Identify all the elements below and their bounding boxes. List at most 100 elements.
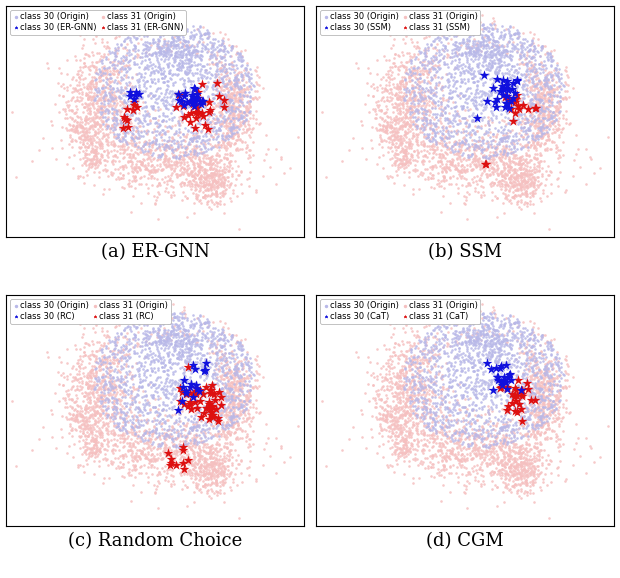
Point bbox=[387, 412, 397, 421]
Point bbox=[477, 31, 487, 40]
Point bbox=[172, 51, 182, 61]
Point bbox=[105, 366, 115, 375]
Point bbox=[150, 488, 160, 498]
Point bbox=[189, 91, 199, 101]
Point bbox=[472, 126, 482, 135]
Point bbox=[204, 399, 214, 408]
Point bbox=[475, 358, 485, 367]
Point bbox=[94, 85, 104, 94]
Point bbox=[86, 155, 96, 165]
Point bbox=[469, 442, 479, 451]
Point bbox=[531, 116, 541, 125]
Point bbox=[179, 313, 188, 322]
Point bbox=[154, 411, 164, 420]
Point bbox=[91, 438, 100, 447]
Point bbox=[79, 135, 89, 144]
Point bbox=[143, 65, 153, 74]
Point bbox=[469, 336, 479, 345]
Point bbox=[395, 108, 405, 117]
Point bbox=[521, 414, 531, 424]
Point bbox=[551, 106, 560, 115]
Point bbox=[471, 145, 481, 154]
Point bbox=[96, 409, 106, 418]
Point bbox=[189, 347, 199, 356]
Point bbox=[227, 384, 237, 394]
Point bbox=[134, 116, 144, 125]
Point bbox=[195, 184, 205, 193]
Point bbox=[441, 132, 451, 141]
Point bbox=[115, 425, 125, 435]
Point bbox=[140, 113, 149, 123]
Point bbox=[203, 474, 213, 483]
Point bbox=[110, 343, 120, 353]
Point bbox=[418, 55, 428, 65]
Point bbox=[476, 363, 486, 372]
Point bbox=[86, 435, 96, 444]
Point bbox=[507, 125, 517, 135]
Point bbox=[58, 369, 68, 378]
Point bbox=[153, 161, 162, 170]
Point bbox=[524, 46, 534, 55]
Point bbox=[85, 110, 95, 119]
Point bbox=[402, 397, 412, 406]
Point bbox=[487, 456, 497, 465]
Point bbox=[412, 326, 422, 335]
Point bbox=[543, 421, 553, 430]
Point bbox=[424, 357, 434, 366]
Point bbox=[87, 159, 97, 168]
Point bbox=[94, 76, 104, 85]
Point bbox=[449, 318, 459, 328]
Point bbox=[493, 459, 503, 468]
Point bbox=[129, 410, 139, 420]
Point bbox=[77, 123, 87, 132]
Point bbox=[127, 429, 137, 439]
Point bbox=[61, 386, 71, 395]
Point bbox=[131, 412, 141, 421]
Point bbox=[555, 102, 565, 111]
Point bbox=[519, 114, 529, 124]
Point bbox=[509, 446, 519, 455]
Point bbox=[430, 420, 440, 429]
Point bbox=[233, 420, 243, 429]
Point bbox=[532, 129, 542, 138]
Point bbox=[410, 449, 420, 458]
Point bbox=[191, 112, 201, 121]
Point bbox=[157, 418, 167, 428]
Point bbox=[200, 174, 210, 183]
Point bbox=[153, 336, 163, 346]
Point bbox=[529, 92, 539, 102]
Point bbox=[129, 142, 139, 151]
Point bbox=[95, 404, 105, 413]
Point bbox=[210, 60, 219, 69]
Point bbox=[210, 166, 220, 176]
Point bbox=[177, 113, 187, 123]
Point bbox=[489, 447, 498, 456]
Point bbox=[485, 327, 495, 336]
Point bbox=[499, 460, 509, 469]
Point bbox=[100, 361, 110, 370]
Point bbox=[101, 137, 111, 146]
Point bbox=[513, 448, 523, 457]
Point bbox=[414, 89, 423, 98]
Point bbox=[513, 171, 523, 180]
Point bbox=[239, 108, 249, 117]
Point bbox=[519, 412, 529, 421]
Point bbox=[197, 463, 206, 472]
Point bbox=[479, 159, 489, 168]
Point bbox=[227, 413, 237, 423]
Point bbox=[160, 416, 170, 425]
Point bbox=[417, 69, 427, 78]
Point bbox=[506, 138, 516, 147]
Point bbox=[91, 440, 101, 450]
Point bbox=[477, 450, 487, 459]
Point bbox=[424, 77, 434, 87]
Point bbox=[95, 381, 105, 391]
Point bbox=[234, 398, 244, 407]
Point bbox=[134, 372, 144, 381]
Point bbox=[523, 175, 533, 184]
Point bbox=[469, 145, 479, 154]
Point bbox=[143, 380, 153, 390]
Point bbox=[205, 318, 215, 327]
Point bbox=[206, 461, 216, 470]
Point bbox=[221, 394, 231, 403]
